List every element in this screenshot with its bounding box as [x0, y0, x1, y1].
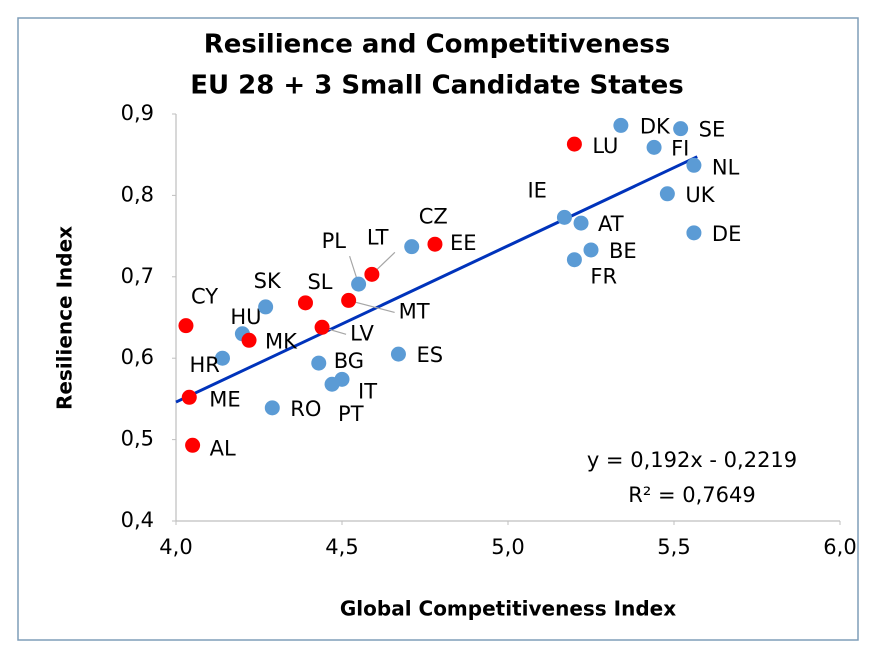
- point: [351, 276, 367, 292]
- y-tick-label: 0,5: [121, 427, 154, 451]
- point-label: ES: [416, 343, 443, 367]
- x-tick-label: 6,0: [823, 535, 856, 559]
- point: [390, 346, 406, 362]
- y-tick-label: 0,4: [121, 508, 154, 532]
- point: [264, 400, 280, 416]
- point: [646, 139, 662, 155]
- point: [181, 389, 197, 405]
- chart-title: Resilience and Competitiveness: [204, 30, 670, 60]
- point-label: MT: [399, 299, 430, 323]
- point-label: AL: [210, 436, 236, 460]
- point-label: RO: [290, 397, 321, 421]
- point-label: SE: [699, 118, 726, 142]
- point-label: MK: [265, 329, 298, 353]
- point-label: PL: [322, 229, 347, 253]
- point-label: EE: [450, 231, 477, 255]
- point-label: DE: [712, 222, 741, 246]
- trendline-equation: y = 0,192x - 0,2219: [587, 448, 797, 472]
- point-label: SL: [307, 270, 332, 294]
- trendline: [175, 155, 698, 404]
- point-label: LT: [367, 225, 389, 249]
- y-axis-title: Resilience Index: [53, 226, 77, 410]
- point: [364, 266, 380, 282]
- point-label: BE: [609, 239, 637, 263]
- point-label: PT: [338, 402, 364, 426]
- x-tick-label: 4,5: [325, 535, 358, 559]
- x-axis-title: Global Competitiveness Index: [340, 597, 676, 621]
- point: [297, 295, 313, 311]
- point-label: FI: [671, 136, 689, 160]
- point-label: IT: [358, 379, 377, 403]
- point-label: HR: [189, 353, 219, 377]
- y-tick-label: 0,7: [121, 264, 154, 288]
- point: [314, 319, 330, 335]
- y-tick-label: 0,6: [121, 345, 154, 369]
- point: [566, 136, 582, 152]
- x-tick-label: 5,0: [491, 535, 524, 559]
- point: [311, 355, 327, 371]
- point-label: UK: [685, 183, 715, 207]
- point: [427, 236, 443, 252]
- x-tick-label: 4,0: [159, 535, 192, 559]
- point: [573, 215, 589, 231]
- point: [686, 157, 702, 173]
- point-label: IE: [527, 178, 546, 202]
- point-label: FR: [590, 265, 617, 289]
- x-tick-label: 5,5: [657, 535, 690, 559]
- point-label: AT: [598, 212, 624, 236]
- point-label: CY: [191, 285, 218, 309]
- point: [324, 376, 340, 392]
- point-label: HU: [230, 305, 261, 329]
- y-tick-label: 0,9: [121, 101, 154, 125]
- point: [566, 252, 582, 268]
- point: [686, 225, 702, 241]
- y-tick-label: 0,8: [121, 182, 154, 206]
- trendline-r2: R² = 0,7649: [628, 483, 755, 507]
- point: [341, 292, 357, 308]
- point: [214, 350, 230, 366]
- point: [178, 318, 194, 334]
- point-label: BG: [334, 349, 364, 373]
- point-label: ME: [209, 387, 240, 411]
- point: [404, 239, 420, 255]
- point-label: LV: [350, 321, 374, 345]
- point: [258, 299, 274, 315]
- leader-line: [348, 299, 395, 313]
- chart-frame: [17, 17, 859, 641]
- point: [583, 242, 599, 258]
- point-label: CZ: [419, 205, 448, 229]
- point-label: NL: [712, 155, 740, 179]
- point: [613, 117, 629, 133]
- point-label: DK: [640, 114, 671, 138]
- point-label: SK: [254, 269, 282, 293]
- point-label: LU: [592, 134, 618, 158]
- point: [659, 186, 675, 202]
- point: [556, 209, 572, 225]
- chart-subtitle: EU 28 + 3 Small Candidate States: [190, 71, 684, 101]
- point: [673, 121, 689, 137]
- point: [185, 437, 201, 453]
- point: [241, 332, 257, 348]
